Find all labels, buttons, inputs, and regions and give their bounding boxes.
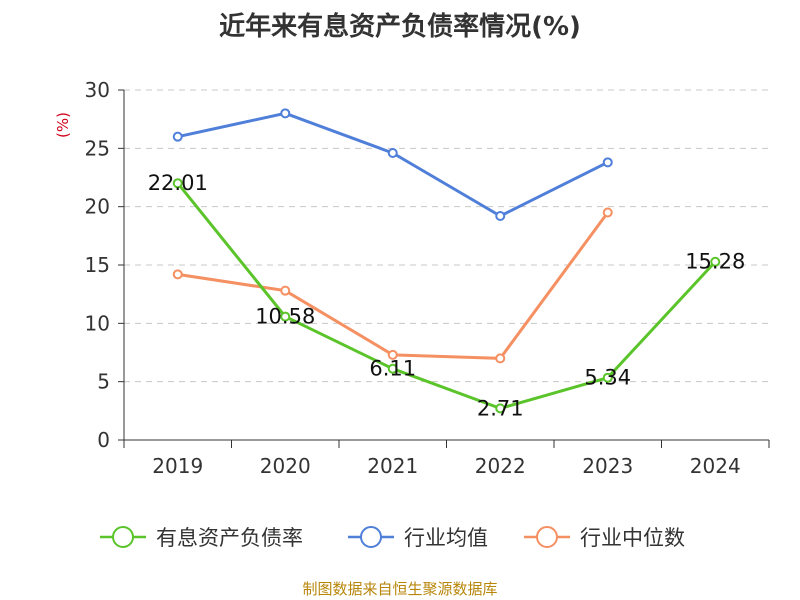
data-label: 6.11 [369, 357, 416, 381]
series-line [176, 211, 610, 360]
data-point [602, 372, 613, 383]
y-tick-label: 30 [85, 78, 110, 102]
y-axis-unit-label: (%) [54, 112, 72, 138]
data-point [710, 256, 721, 267]
legend-label: 行业中位数 [580, 526, 685, 550]
data-point [387, 363, 398, 374]
data-point [602, 157, 613, 168]
data-point [172, 178, 183, 189]
y-tick-label: 0 [97, 428, 110, 452]
legend-label: 有息资产负债率 [156, 526, 303, 550]
y-tick-label: 5 [97, 370, 110, 394]
data-point [495, 211, 506, 221]
x-tick-label: 2024 [690, 454, 741, 478]
x-tick-label: 2020 [260, 454, 311, 478]
data-point [387, 148, 398, 158]
data-label: 5.34 [584, 366, 631, 390]
data-label: 22.01 [148, 171, 208, 195]
chart-title: 近年来有息资产负债率情况(%) [219, 12, 581, 42]
grid-lines [124, 89, 769, 383]
data-point [495, 403, 506, 414]
data-point [172, 269, 183, 280]
data-point [387, 349, 398, 360]
legend-item: 有息资产负债率 [100, 526, 303, 550]
legend-marker [360, 526, 382, 548]
x-tick-label: 2023 [582, 454, 633, 478]
series-line [176, 111, 610, 218]
data-label: 10.58 [255, 305, 315, 329]
legend: 有息资产负债率 行业均值 行业中位数 [100, 526, 685, 550]
x-tick-label: 2021 [367, 454, 418, 478]
y-tick-label: 20 [85, 195, 110, 219]
data-point [602, 207, 613, 218]
y-tick-label: 15 [85, 253, 110, 277]
legend-item: 行业中位数 [524, 526, 685, 550]
legend-marker [536, 526, 558, 548]
y-tick-label: 10 [85, 311, 110, 335]
data-point [495, 353, 506, 364]
data-point [280, 108, 291, 119]
series-lines [172, 108, 721, 414]
data-point [280, 285, 291, 296]
x-tick-label: 2022 [475, 454, 526, 478]
source-footer: 制图数据来自恒生聚源数据库 [302, 580, 498, 598]
series-line [176, 181, 717, 410]
axes: 0 5 10 15 20 25 30 2019 2020 2021 2022 2023 2024 (%) [54, 78, 770, 478]
data-labels: 22.01 10.58 6.11 2.71 5.34 15.28 [148, 171, 746, 420]
y-tick-label: 25 [85, 136, 110, 160]
x-tick-label: 2019 [152, 454, 203, 478]
legend-label: 行业均值 [404, 526, 488, 550]
data-label: 15.28 [685, 250, 745, 274]
data-point [280, 311, 291, 322]
legend-marker [112, 526, 134, 548]
data-point [172, 131, 183, 142]
data-label: 2.71 [477, 396, 524, 420]
legend-item: 行业均值 [348, 526, 488, 550]
